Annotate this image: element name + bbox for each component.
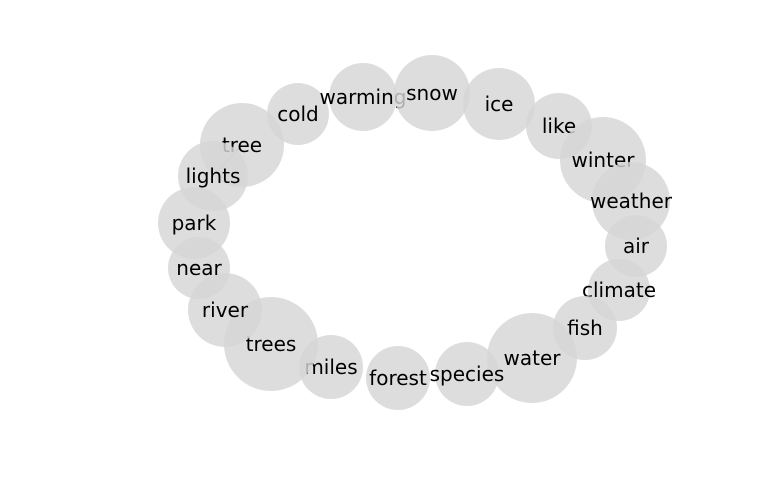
node-label-snow: snow	[406, 81, 458, 105]
node-label-lights: lights	[186, 164, 241, 188]
node-cold: cold	[267, 83, 329, 145]
node-circle-forest	[366, 346, 430, 410]
node-label-warming: warming	[320, 85, 407, 109]
node-label-fish: fish	[567, 316, 603, 340]
node-label-weather: weather	[590, 189, 673, 213]
node-label-water: water	[504, 346, 562, 370]
node-forest: forest	[366, 346, 430, 410]
node-label-river: river	[202, 298, 249, 322]
node-label-park: park	[172, 211, 217, 235]
node-label-air: air	[623, 234, 650, 258]
node-circle-warming	[329, 63, 397, 131]
node-circle-species	[435, 342, 499, 406]
node-ice: ice	[463, 68, 535, 140]
node-circle-snow	[394, 55, 470, 131]
node-circle-lights	[178, 141, 248, 211]
node-warming: warming	[320, 63, 407, 131]
node-label-ice: ice	[485, 92, 514, 116]
node-species: species	[430, 342, 505, 406]
node-label-cold: cold	[277, 102, 318, 126]
node-circle-ice	[463, 68, 535, 140]
node-label-forest: forest	[369, 366, 427, 390]
node-label-near: near	[176, 256, 222, 280]
node-lights: lights	[178, 141, 248, 211]
node-circle-cold	[267, 83, 329, 145]
node-snow: snow	[394, 55, 470, 131]
node-water: water	[487, 313, 577, 403]
node-circle-water	[487, 313, 577, 403]
node-label-species: species	[430, 362, 505, 386]
node-label-trees: trees	[246, 332, 297, 356]
